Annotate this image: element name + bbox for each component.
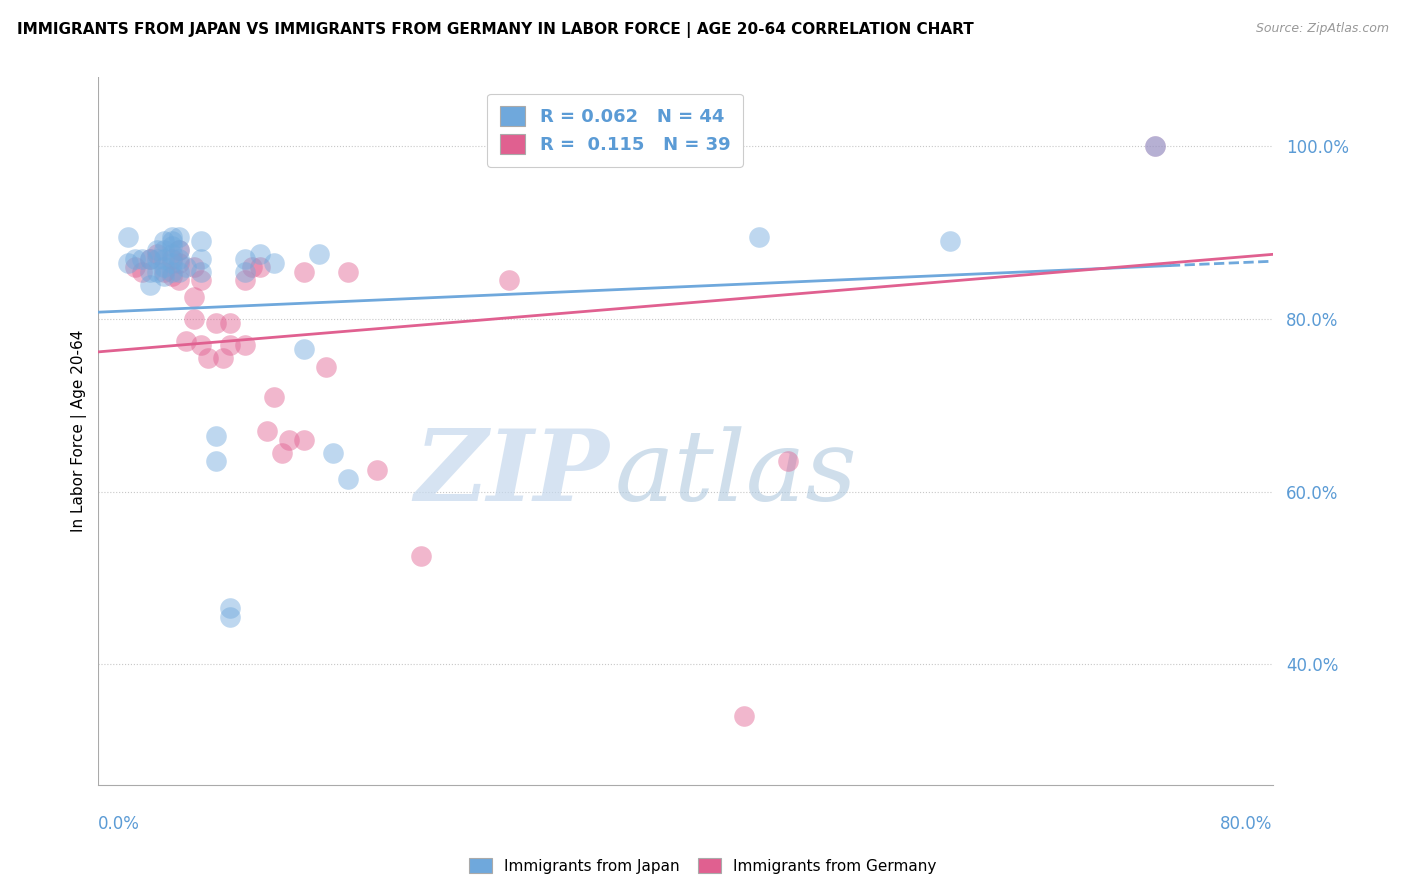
Point bbox=[167, 264, 190, 278]
Text: atlas: atlas bbox=[614, 426, 858, 521]
Point bbox=[176, 260, 198, 275]
Point bbox=[167, 243, 190, 257]
Point bbox=[366, 463, 388, 477]
Point bbox=[146, 264, 169, 278]
Point bbox=[160, 268, 183, 283]
Point bbox=[292, 343, 315, 357]
Point bbox=[131, 252, 153, 266]
Point bbox=[138, 264, 160, 278]
Point bbox=[233, 252, 256, 266]
Point bbox=[1144, 139, 1167, 153]
Point bbox=[124, 260, 146, 275]
Point bbox=[153, 260, 176, 275]
Point bbox=[219, 609, 242, 624]
Point bbox=[160, 264, 183, 278]
Point bbox=[322, 446, 344, 460]
Text: IMMIGRANTS FROM JAPAN VS IMMIGRANTS FROM GERMANY IN LABOR FORCE | AGE 20-64 CORR: IMMIGRANTS FROM JAPAN VS IMMIGRANTS FROM… bbox=[17, 22, 973, 38]
Point bbox=[256, 424, 278, 438]
Point bbox=[204, 317, 226, 331]
Point bbox=[117, 256, 139, 270]
Point bbox=[249, 247, 271, 261]
Point bbox=[131, 264, 153, 278]
Point bbox=[117, 230, 139, 244]
Point bbox=[233, 338, 256, 352]
Point bbox=[190, 264, 212, 278]
Point bbox=[733, 709, 755, 723]
Legend: R = 0.062   N = 44, R =  0.115   N = 39: R = 0.062 N = 44, R = 0.115 N = 39 bbox=[488, 94, 742, 167]
Point bbox=[242, 260, 264, 275]
Point bbox=[292, 264, 315, 278]
Point bbox=[233, 273, 256, 287]
Point bbox=[1144, 139, 1167, 153]
Point bbox=[263, 390, 285, 404]
Point bbox=[308, 247, 330, 261]
Point bbox=[778, 454, 800, 468]
Text: 80.0%: 80.0% bbox=[1220, 815, 1272, 833]
Point bbox=[204, 454, 226, 468]
Point bbox=[167, 243, 190, 257]
Point bbox=[748, 230, 770, 244]
Point bbox=[138, 252, 160, 266]
Point bbox=[167, 230, 190, 244]
Point bbox=[336, 472, 359, 486]
Point bbox=[160, 238, 183, 252]
Point bbox=[212, 351, 235, 365]
Point bbox=[146, 243, 169, 257]
Point bbox=[160, 235, 183, 249]
Point bbox=[233, 264, 256, 278]
Point bbox=[315, 359, 337, 374]
Point bbox=[153, 264, 176, 278]
Point bbox=[183, 291, 205, 305]
Point bbox=[263, 256, 285, 270]
Point bbox=[153, 252, 176, 266]
Point bbox=[176, 334, 198, 348]
Point bbox=[183, 312, 205, 326]
Point bbox=[336, 264, 359, 278]
Point bbox=[160, 247, 183, 261]
Point bbox=[204, 428, 226, 442]
Point bbox=[160, 256, 183, 270]
Point bbox=[138, 252, 160, 266]
Legend: Immigrants from Japan, Immigrants from Germany: Immigrants from Japan, Immigrants from G… bbox=[463, 852, 943, 880]
Point bbox=[190, 338, 212, 352]
Point bbox=[219, 338, 242, 352]
Point bbox=[190, 273, 212, 287]
Point bbox=[183, 260, 205, 275]
Point bbox=[411, 549, 433, 564]
Text: 0.0%: 0.0% bbox=[98, 815, 141, 833]
Point bbox=[146, 247, 169, 261]
Text: ZIP: ZIP bbox=[415, 425, 609, 522]
Point bbox=[138, 277, 160, 292]
Point bbox=[153, 268, 176, 283]
Point bbox=[190, 252, 212, 266]
Point bbox=[160, 230, 183, 244]
Point bbox=[146, 252, 169, 266]
Point bbox=[167, 256, 190, 270]
Point bbox=[278, 433, 301, 447]
Point bbox=[190, 235, 212, 249]
Y-axis label: In Labor Force | Age 20-64: In Labor Force | Age 20-64 bbox=[72, 330, 87, 533]
Point bbox=[938, 235, 960, 249]
Point bbox=[219, 601, 242, 615]
Point bbox=[270, 446, 292, 460]
Point bbox=[498, 273, 520, 287]
Point bbox=[167, 252, 190, 266]
Point bbox=[197, 351, 219, 365]
Point bbox=[219, 317, 242, 331]
Point bbox=[249, 260, 271, 275]
Point bbox=[292, 433, 315, 447]
Point bbox=[153, 235, 176, 249]
Point bbox=[124, 252, 146, 266]
Text: Source: ZipAtlas.com: Source: ZipAtlas.com bbox=[1256, 22, 1389, 36]
Point bbox=[167, 273, 190, 287]
Point bbox=[153, 243, 176, 257]
Point bbox=[160, 252, 183, 266]
